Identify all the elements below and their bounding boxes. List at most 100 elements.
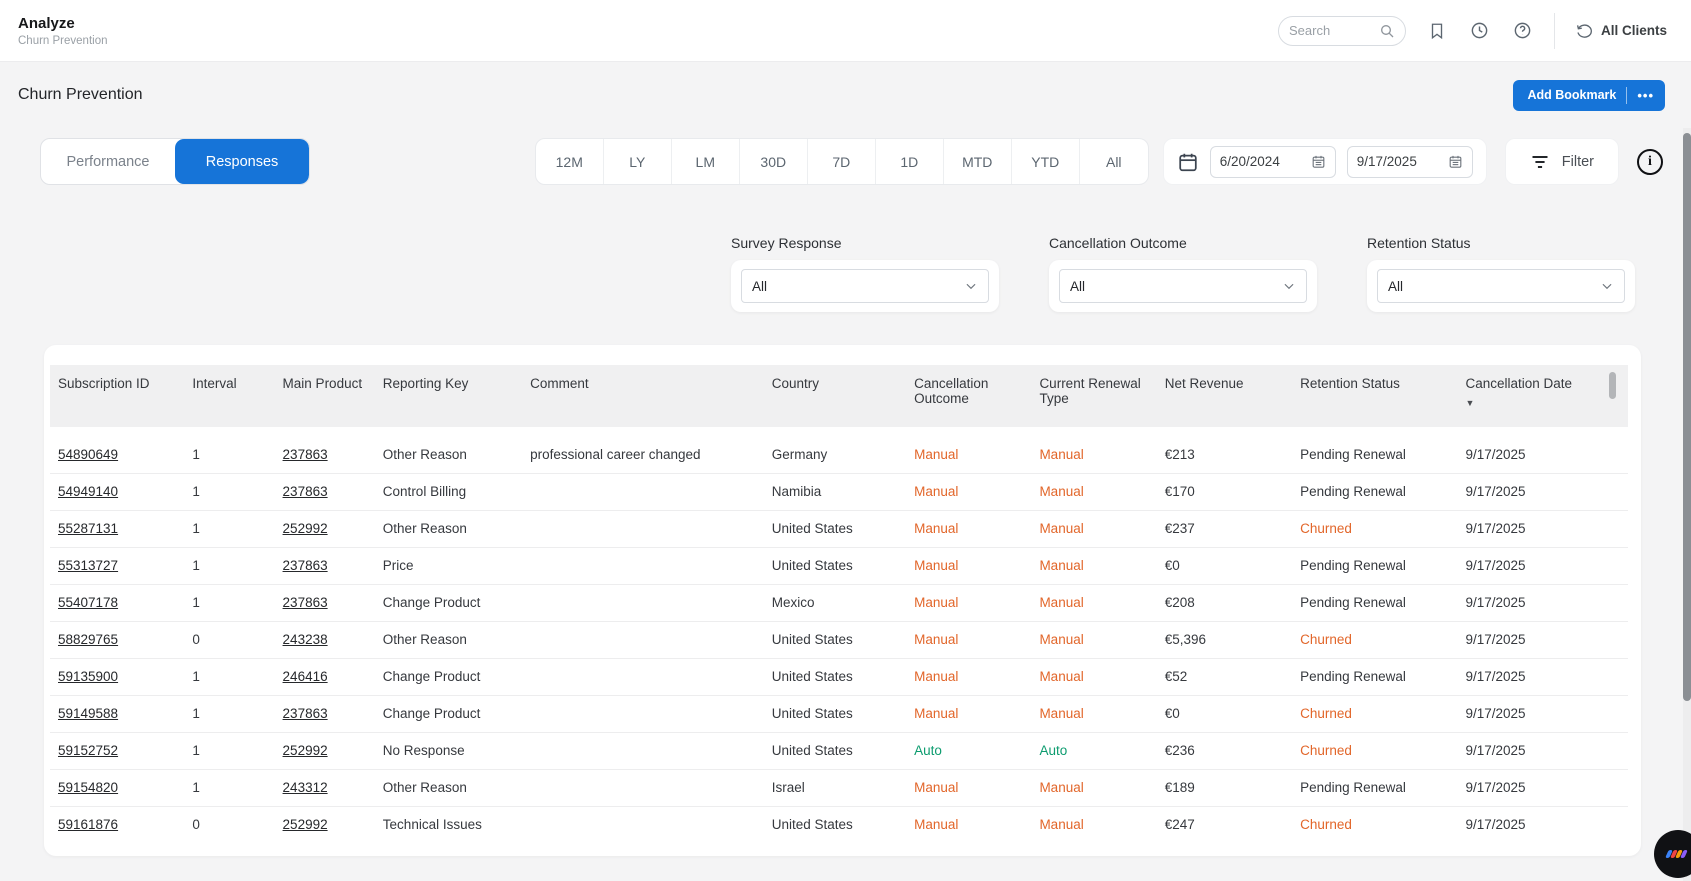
cell-cancellation-outcome: Manual bbox=[914, 446, 959, 462]
range-mtd[interactable]: MTD bbox=[944, 139, 1012, 184]
column-header-comment[interactable]: Comment bbox=[522, 365, 764, 427]
subscription-id-link[interactable]: 59149588 bbox=[58, 706, 119, 721]
range-1d[interactable]: 1D bbox=[876, 139, 944, 184]
chevron-down-icon bbox=[964, 279, 978, 293]
column-header-country[interactable]: Country bbox=[763, 365, 907, 427]
bookmark-more-button[interactable]: ••• bbox=[1637, 87, 1654, 103]
range-lm[interactable]: LM bbox=[672, 139, 740, 184]
search-box[interactable] bbox=[1277, 15, 1406, 46]
bookmarks-button[interactable] bbox=[1426, 19, 1448, 43]
cell-retention-status: Churned bbox=[1292, 509, 1458, 547]
history-button[interactable] bbox=[1468, 19, 1491, 42]
cell-main-product: 252992 bbox=[274, 805, 375, 843]
column-header-net-revenue[interactable]: Net Revenue bbox=[1156, 365, 1293, 427]
table-row: 59135900 1 246416 Change Product United Stat… bbox=[50, 657, 1628, 695]
range-ly[interactable]: LY bbox=[604, 139, 672, 184]
subscription-id-link[interactable]: 54890649 bbox=[58, 446, 119, 462]
chevron-down-icon bbox=[1282, 279, 1296, 293]
cell-main-product: 237863 bbox=[274, 583, 375, 621]
table-row: 59149588 1 237863 Change Product United Stat… bbox=[50, 694, 1628, 732]
main-product-link[interactable]: 237863 bbox=[282, 706, 328, 721]
cell-retention-status: Pending Renewal bbox=[1292, 768, 1458, 806]
cell-retention-status: Pending Renewal bbox=[1300, 446, 1406, 462]
end-date-value: 9/17/2025 bbox=[1356, 154, 1417, 169]
cell-subscription-id: 55313727 bbox=[50, 546, 185, 584]
subscription-id-link[interactable]: 55287131 bbox=[58, 521, 119, 536]
main-product-link[interactable]: 237863 bbox=[282, 595, 328, 610]
column-header-retention-status[interactable]: Retention Status bbox=[1292, 365, 1458, 427]
column-label: Subscription ID bbox=[58, 376, 150, 391]
subscription-id-link[interactable]: 59161876 bbox=[58, 817, 119, 833]
cell-cancellation-date: 9/17/2025 bbox=[1457, 694, 1628, 732]
column-label: Current Renewal Type bbox=[1039, 376, 1141, 406]
help-button[interactable] bbox=[1511, 19, 1534, 42]
subscription-id-link[interactable]: 55313727 bbox=[58, 558, 119, 573]
tab-responses[interactable]: Responses bbox=[175, 139, 309, 184]
cell-country: United States bbox=[763, 657, 907, 695]
column-label: Main Product bbox=[282, 376, 363, 391]
end-date-calendar-icon bbox=[1448, 154, 1463, 169]
add-bookmark-button[interactable]: Add Bookmark ••• bbox=[1513, 79, 1665, 111]
main-product-link[interactable]: 237863 bbox=[282, 558, 328, 573]
table-scrollbar-thumb[interactable] bbox=[1609, 372, 1616, 399]
cell-current-renewal-type: Manual bbox=[1031, 583, 1157, 621]
tab-performance[interactable]: Performance bbox=[41, 139, 175, 184]
column-header-current-renewal-type[interactable]: Current Renewal Type bbox=[1031, 365, 1157, 427]
main-product-link[interactable]: 252992 bbox=[282, 521, 328, 536]
column-label: Cancellation Date bbox=[1465, 376, 1573, 391]
bookmark-icon bbox=[1428, 21, 1446, 41]
subscription-id-link[interactable]: 55407178 bbox=[58, 595, 119, 610]
end-date-input[interactable]: 9/17/2025 bbox=[1346, 145, 1473, 178]
range-12m[interactable]: 12M bbox=[536, 139, 604, 184]
filter-select-survey-response[interactable]: All bbox=[741, 269, 989, 303]
cell-reporting-key: Price bbox=[374, 546, 523, 584]
main-product-link[interactable]: 252992 bbox=[282, 743, 328, 758]
chevron-down-icon bbox=[1600, 279, 1614, 293]
cell-net-revenue: €170 bbox=[1156, 472, 1293, 510]
subscription-id-link[interactable]: 59135900 bbox=[58, 669, 119, 684]
calendar-icon bbox=[1177, 151, 1199, 173]
page-title: Churn Prevention bbox=[18, 86, 143, 103]
all-clients-button[interactable]: All Clients bbox=[1575, 22, 1667, 40]
main-product-link[interactable]: 243238 bbox=[282, 632, 328, 647]
table-row: 59154820 1 243312 Other Reason Israel Manual M… bbox=[50, 768, 1628, 806]
info-button[interactable]: i bbox=[1637, 148, 1663, 175]
page-scrollbar-thumb[interactable] bbox=[1683, 133, 1691, 701]
assistant-widget-button[interactable] bbox=[1654, 830, 1691, 878]
main-product-link[interactable]: 252992 bbox=[282, 817, 328, 833]
range-all[interactable]: All bbox=[1080, 139, 1148, 184]
column-header-cancellation-outcome[interactable]: Cancellation Outcome bbox=[906, 365, 1032, 427]
column-header-subscription-id[interactable]: Subscription ID bbox=[50, 365, 185, 427]
subscription-id-link[interactable]: 54949140 bbox=[58, 484, 119, 499]
cell-net-revenue: €247 bbox=[1156, 805, 1293, 843]
column-header-main-product[interactable]: Main Product bbox=[274, 365, 375, 427]
range-7d[interactable]: 7D bbox=[808, 139, 876, 184]
controls-row: Performance Responses 12M LY LM 30D 7D 1D MTD YT… bbox=[40, 138, 1663, 185]
start-date-input[interactable]: 6/20/2024 bbox=[1209, 145, 1336, 178]
main-product-link[interactable]: 246416 bbox=[282, 669, 328, 684]
cell-subscription-id: 58829765 bbox=[50, 620, 185, 658]
column-header-reporting-key[interactable]: Reporting Key bbox=[374, 365, 523, 427]
filters-row: Survey Response All Cancellation Outcome Al… bbox=[0, 235, 1635, 312]
filter-button[interactable]: Filter bbox=[1504, 138, 1619, 185]
page-head: Churn Prevention Add Bookmark ••• bbox=[0, 62, 1691, 128]
filter-select-cancellation-outcome[interactable]: All bbox=[1059, 269, 1307, 303]
subscription-id-link[interactable]: 58829765 bbox=[58, 632, 119, 647]
page-scrollbar[interactable] bbox=[1683, 128, 1691, 881]
range-ytd[interactable]: YTD bbox=[1012, 139, 1080, 184]
clock-icon bbox=[1470, 21, 1489, 40]
subscription-id-link[interactable]: 59152752 bbox=[58, 743, 119, 758]
table-row: 55287131 1 252992 Other Reason United States… bbox=[50, 509, 1628, 547]
search-input[interactable] bbox=[1288, 23, 1375, 38]
column-header-cancellation-date[interactable]: Cancellation Date ▼ bbox=[1457, 365, 1628, 427]
app-title: Analyze bbox=[18, 14, 75, 32]
column-header-interval[interactable]: Interval bbox=[184, 365, 275, 427]
filter-select-retention-status[interactable]: All bbox=[1377, 269, 1625, 303]
cell-comment bbox=[522, 805, 764, 843]
cell-current-renewal-type: Auto bbox=[1031, 731, 1157, 769]
main-product-link[interactable]: 237863 bbox=[282, 484, 328, 499]
main-product-link[interactable]: 237863 bbox=[282, 446, 328, 462]
main-product-link[interactable]: 243312 bbox=[282, 780, 328, 795]
range-30d[interactable]: 30D bbox=[740, 139, 808, 184]
subscription-id-link[interactable]: 59154820 bbox=[58, 780, 119, 795]
